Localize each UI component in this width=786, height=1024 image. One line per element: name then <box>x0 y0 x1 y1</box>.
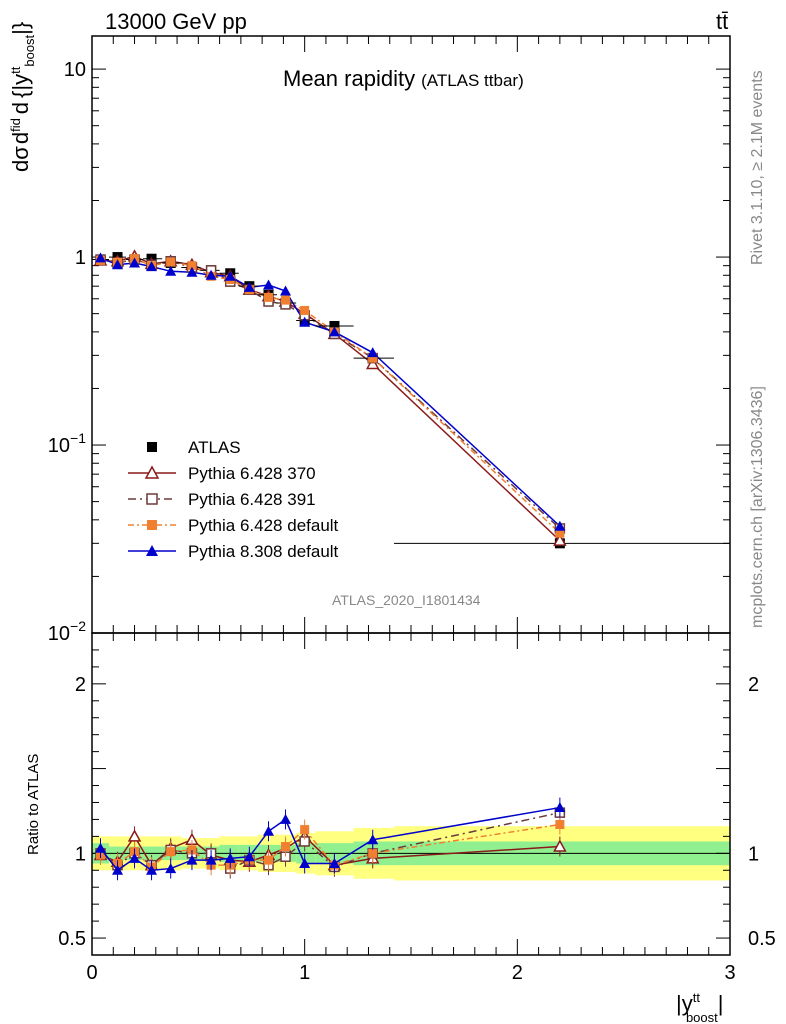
x-axis-label: |ytt boost| <box>676 990 723 1024</box>
energy-label: 13000 GeV pp <box>105 9 247 34</box>
plot-title: Mean rapidity (ATLAS ttbar) <box>283 66 524 91</box>
series-line <box>100 258 561 529</box>
legend: ATLAS Pythia 6.428 370 Pythia 6.428 391 Pyt… <box>128 438 339 561</box>
process-label: tt̄ <box>716 9 728 34</box>
legend-label: ATLAS <box>188 438 241 457</box>
x-tick-label: 1 <box>299 962 310 984</box>
x-tick-label: 0 <box>86 962 97 984</box>
legend-item: Pythia 6.428 391 <box>128 490 316 509</box>
ratio-series-point <box>243 851 255 862</box>
series-point <box>280 285 292 296</box>
analysis-label: ATLAS_2020_I1801434 <box>332 592 481 608</box>
legend-item: Pythia 8.308 default <box>128 542 339 561</box>
upper-y-axis-label: dσdfidd{|yttboost|} <box>8 22 37 172</box>
ratio-series-point <box>554 802 566 813</box>
legend-label: Pythia 8.308 default <box>188 542 339 561</box>
x-tick-label: 3 <box>724 962 735 984</box>
rivet-label: Rivet 3.1.10, ≥ 2.1M events <box>749 70 766 265</box>
mcplots-label: mcplots.cern.ch [arXiv:1306.3436] <box>749 386 766 628</box>
legend-item: Pythia 6.428 default <box>128 516 339 535</box>
legend-item: ATLAS <box>147 438 241 457</box>
ratio-series-point <box>165 863 177 874</box>
series-point <box>263 279 275 290</box>
series-point <box>186 266 198 277</box>
series-point <box>281 295 291 305</box>
ratio-series-point <box>368 848 378 858</box>
series-point <box>328 326 340 337</box>
series-point <box>299 316 311 327</box>
legend-label: Pythia 6.428 default <box>188 516 339 535</box>
series-point <box>146 261 158 272</box>
ratio-series-point <box>263 825 275 836</box>
series-line <box>100 255 561 542</box>
ratio-series-point <box>127 829 142 842</box>
y-tick-label: 1 <box>75 247 86 269</box>
legend-marker <box>147 520 157 530</box>
series-point <box>205 269 217 280</box>
ratio-series-point <box>166 847 176 857</box>
ratio-series-point <box>224 852 236 863</box>
ratio-y-axis-label: Ratio to ATLAS <box>25 754 42 855</box>
ratio-y-tick-label: 2 <box>75 674 86 696</box>
ratio-series-point <box>264 855 274 865</box>
ratio-y-tick-label-right: 0.5 <box>748 928 776 950</box>
ratio-series-point <box>112 864 124 875</box>
series-point <box>264 292 274 302</box>
ratio-frame <box>91 632 731 956</box>
legend-marker <box>146 493 158 505</box>
series-point <box>224 270 236 281</box>
ratio-series-point <box>553 839 567 852</box>
y-tick-label: 10−2 <box>48 618 86 645</box>
series-point <box>165 265 177 276</box>
ratio-series-point <box>299 857 311 868</box>
ratio-plot-area: 2 21 10.5 0.50 1 2 3 <box>58 632 776 984</box>
legend-marker <box>147 442 157 452</box>
series-line <box>100 257 561 527</box>
ratio-y-tick-label: 1 <box>75 843 86 865</box>
ratio-series-point <box>205 854 217 865</box>
legend-item: Pythia 6.428 370 <box>128 464 316 483</box>
ratio-series-point <box>281 842 291 852</box>
series-point <box>300 305 310 315</box>
series-point <box>243 281 255 292</box>
ratio-series-point <box>280 813 292 824</box>
ratio-series-point <box>95 842 107 853</box>
ratio-series-point <box>367 834 379 845</box>
series-point <box>365 356 380 370</box>
x-tick-label: 2 <box>512 962 523 984</box>
y-tick-label: 10−1 <box>48 430 86 457</box>
series-point <box>368 353 378 363</box>
series-point <box>166 257 176 267</box>
upper-plot-area: 10 1 10−1 10−2 <box>48 35 731 645</box>
series-point <box>129 257 141 268</box>
ratio-series-point <box>187 845 197 855</box>
ratio-series-point <box>129 852 141 863</box>
ratio-series-point <box>555 820 565 830</box>
ratio-y-tick-label: 0.5 <box>58 928 86 950</box>
legend-marker <box>144 465 160 479</box>
ratio-y-tick-label-right: 2 <box>748 674 759 696</box>
ratio-series-point <box>186 854 198 865</box>
series-line <box>100 257 561 534</box>
legend-label: Pythia 6.428 391 <box>188 490 316 509</box>
legend-label: Pythia 6.428 370 <box>188 464 316 483</box>
ratio-series-line <box>100 823 560 868</box>
series-point <box>187 261 197 271</box>
ratio-series-point <box>328 857 340 868</box>
series-point <box>555 528 565 538</box>
ratio-series-point <box>146 864 158 875</box>
series-point <box>112 259 124 270</box>
series-point <box>95 252 107 263</box>
legend-marker <box>146 545 158 556</box>
series-point <box>367 347 379 358</box>
data-point <box>329 320 340 331</box>
y-tick-label: 10 <box>64 59 86 81</box>
ratio-y-tick-label-right: 1 <box>748 843 759 865</box>
series-point <box>554 520 566 531</box>
ratio-series-point <box>300 825 310 835</box>
series-point <box>553 533 567 546</box>
